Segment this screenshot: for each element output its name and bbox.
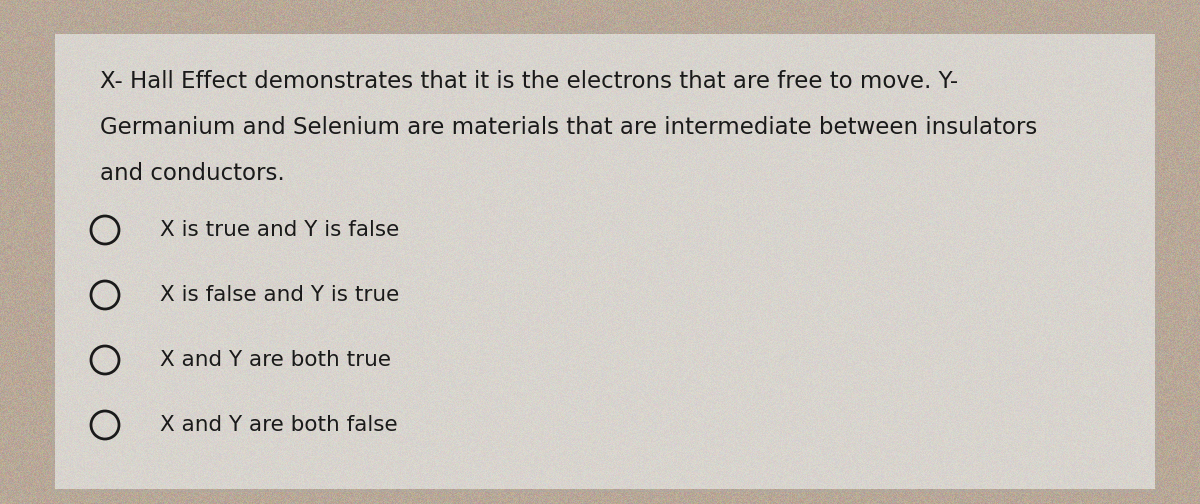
Text: Germanium and Selenium are materials that are intermediate between insulators: Germanium and Selenium are materials tha… (100, 116, 1037, 139)
Text: X and Y are both false: X and Y are both false (160, 415, 397, 435)
Text: X is false and Y is true: X is false and Y is true (160, 285, 400, 305)
Text: X is true and Y is false: X is true and Y is false (160, 220, 400, 240)
Text: and conductors.: and conductors. (100, 162, 284, 185)
Text: X- Hall Effect demonstrates that it is the electrons that are free to move. Y-: X- Hall Effect demonstrates that it is t… (100, 70, 958, 93)
Text: X and Y are both true: X and Y are both true (160, 350, 391, 370)
